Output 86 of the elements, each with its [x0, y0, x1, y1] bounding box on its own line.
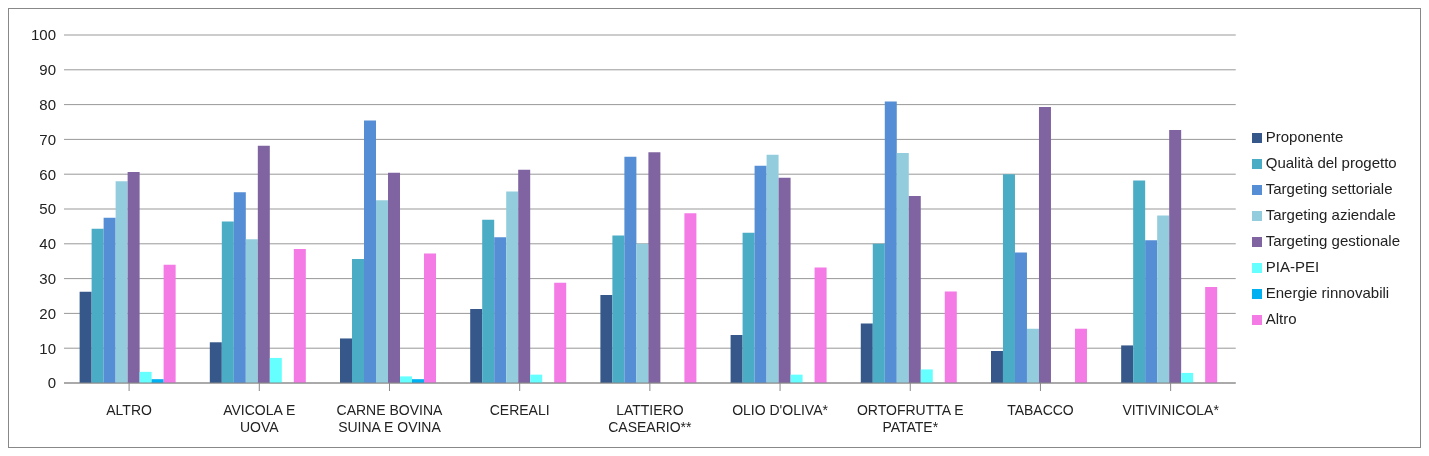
y-tick-label: 20 — [39, 304, 56, 322]
bar — [245, 239, 258, 383]
bar — [872, 243, 885, 383]
bar — [482, 219, 495, 383]
bar — [221, 221, 234, 383]
bar — [340, 338, 353, 383]
bar — [860, 323, 873, 383]
y-tick-label: 30 — [39, 269, 56, 287]
x-tick-label: VITIVINICOLA* — [1122, 402, 1220, 418]
bar — [506, 191, 519, 383]
legend-label: Altro — [1265, 310, 1297, 327]
bar — [1038, 107, 1051, 383]
bar — [624, 156, 637, 383]
bar — [209, 342, 222, 383]
y-tick-label: 10 — [39, 339, 56, 357]
bar — [944, 291, 957, 383]
bar — [1026, 328, 1039, 383]
bar — [115, 181, 128, 383]
bar — [990, 350, 1003, 383]
bar — [554, 282, 567, 383]
x-tick-label: CARNE BOVINA SUINA E OVINA — [336, 402, 444, 435]
y-tick-label: 70 — [39, 130, 56, 148]
x-tick-label: OLIO D'OLIVA* — [732, 402, 829, 418]
bar — [896, 152, 909, 383]
bar — [730, 334, 743, 383]
x-tick-label: LATTIERO CASEARIO** — [608, 402, 693, 435]
bar — [1205, 286, 1218, 383]
bar — [636, 243, 649, 383]
bar — [424, 253, 437, 383]
legend-label: Targeting gestionale — [1265, 232, 1400, 249]
bar — [778, 177, 791, 383]
bar — [376, 200, 389, 383]
bar — [884, 101, 897, 383]
y-tick-label: 40 — [39, 235, 56, 253]
legend-label: Proponente — [1265, 128, 1344, 145]
bar — [293, 249, 306, 383]
bar — [257, 145, 270, 383]
y-tick-label: 90 — [39, 61, 56, 79]
bar — [269, 357, 282, 383]
bar — [1133, 180, 1146, 383]
bar — [920, 369, 933, 383]
bar — [766, 154, 779, 383]
bar — [388, 172, 401, 383]
legend-label: PIA-PEI — [1265, 258, 1320, 275]
bar — [1169, 130, 1182, 383]
x-tick-label: ALTRO — [106, 402, 153, 418]
bar — [1145, 240, 1158, 383]
bar — [127, 172, 140, 383]
legend-label: Qualità del progetto — [1265, 154, 1397, 171]
bar — [233, 192, 246, 383]
bar — [352, 259, 365, 383]
x-tick-label: CEREALI — [489, 402, 550, 418]
bar — [612, 235, 625, 383]
bar — [1014, 252, 1027, 383]
y-tick-label: 100 — [30, 26, 56, 44]
y-tick-label: 50 — [39, 200, 56, 218]
bar — [1121, 345, 1134, 383]
bar — [364, 120, 377, 383]
y-tick-label: 0 — [47, 374, 56, 392]
bar — [139, 371, 152, 383]
bar — [754, 165, 767, 383]
legend-label: Targeting aziendale — [1265, 206, 1396, 223]
bar — [742, 232, 755, 383]
bar — [79, 291, 92, 383]
bar — [163, 264, 176, 383]
bar — [908, 196, 921, 383]
bar — [814, 267, 827, 383]
bar — [518, 169, 531, 383]
y-tick-label: 80 — [39, 95, 56, 113]
bar — [494, 237, 507, 383]
bar — [470, 308, 483, 383]
bar — [1002, 174, 1015, 383]
y-tick-label: 60 — [39, 165, 56, 183]
legend-label: Targeting settoriale — [1265, 180, 1393, 197]
bar — [91, 228, 104, 383]
x-tick-label: AVICOLA E UOVA — [223, 402, 296, 435]
bar — [600, 294, 613, 383]
x-tick-label: TABACCO — [1007, 402, 1074, 418]
bar — [648, 152, 661, 383]
bar — [1074, 328, 1087, 383]
bar — [103, 217, 116, 383]
bar — [1157, 215, 1170, 383]
bar — [684, 213, 697, 383]
bar — [400, 376, 413, 383]
legend-label: Energie rinnovabili — [1265, 284, 1390, 301]
x-tick-label: ORTOFRUTTA E PATATE* — [856, 402, 964, 435]
